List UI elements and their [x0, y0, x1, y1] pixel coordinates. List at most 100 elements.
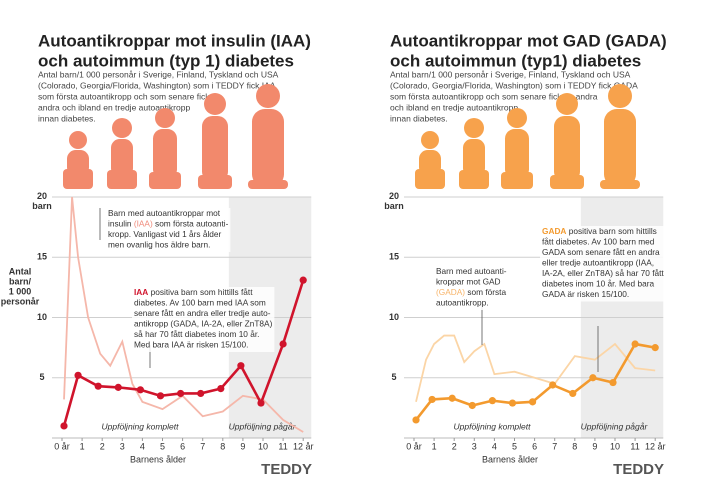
- x-axis-label: Barnens ålder: [130, 454, 186, 464]
- annotation-text: (GADA) som första: [436, 287, 506, 297]
- x-tick-label: 8: [220, 441, 225, 451]
- annotation-segment: som första autoanti-: [153, 219, 229, 229]
- child-figure: [415, 131, 445, 189]
- annotation-segment: Med bara IAA är risken 15/100.: [134, 340, 248, 350]
- data-point: [488, 397, 496, 405]
- data-line: [63, 196, 304, 433]
- child-figure: [550, 93, 584, 189]
- x-tick-label: 6: [180, 441, 185, 451]
- child-figure: [248, 84, 288, 189]
- annotation-text: kroppar mot GAD: [436, 277, 501, 287]
- data-line: [415, 334, 656, 403]
- y-tick-label: 5: [391, 372, 396, 382]
- x-axis-label: Barnens ålder: [482, 454, 538, 464]
- annotation-segment: diabetes inom 10 år. Med bara: [542, 279, 654, 289]
- child-figure: [107, 118, 137, 189]
- annotation-text: IAA positiva barn som hittills fått: [134, 287, 253, 297]
- annotation-segment: Barn med autoanti-: [436, 266, 507, 276]
- annotation-bg: [132, 287, 275, 352]
- annotation-segment: antikropp (GADA, IA-2A, eller ZnT8A): [134, 319, 273, 329]
- y-tick-label: 10: [37, 312, 47, 322]
- annotation-text: så har 70 fått diabetes inom 10 år.: [134, 329, 259, 339]
- data-point: [448, 394, 456, 402]
- annotation-bg: [106, 208, 231, 252]
- annotation-text: insulin (IAA) som första autoanti-: [108, 219, 229, 229]
- figure-head: [155, 108, 175, 128]
- annotation-segment: IAA: [134, 287, 148, 297]
- data-point: [176, 389, 185, 398]
- annotation-segment: fått diabetes. Av 100 barn med: [542, 237, 655, 247]
- data-point: [197, 389, 205, 398]
- figure-body: [554, 116, 580, 182]
- annotation-text: autoantikropp.: [436, 298, 489, 308]
- x-tick-label: 4: [140, 441, 145, 451]
- figure-head: [556, 93, 578, 115]
- data-point: [631, 340, 639, 348]
- figure-head: [608, 84, 632, 108]
- annotation-segment: insulin: [108, 219, 134, 229]
- annotation-segment: positiva barn som hittills fått: [148, 287, 253, 297]
- y-tick-label: 5: [39, 372, 44, 382]
- child-figure: [63, 131, 93, 189]
- x-tick-label: 3: [472, 441, 477, 451]
- figure-body: [505, 129, 529, 179]
- annotation-text: eller tredje autoantikropp (IAA,: [542, 258, 654, 268]
- figure-body: [463, 139, 485, 177]
- figure-head: [112, 118, 132, 138]
- annotation-segment: kroppar mot GAD: [436, 277, 501, 287]
- x-tick-label: 8: [572, 441, 577, 451]
- annotation-segment: autoantikropp.: [436, 298, 489, 308]
- chart-title: och autoimmun (typ1) diabetes: [390, 51, 641, 70]
- y-tick-label: 10: [389, 312, 399, 322]
- logo: TEDDY: [613, 461, 664, 478]
- annotation-text: fått diabetes. Av 100 barn med: [542, 237, 655, 247]
- chart-subtitle: och ibland en tredje autoantikropp: [390, 102, 518, 112]
- annotation-text: Barn med autoanti-: [436, 266, 507, 276]
- data-point: [651, 344, 659, 352]
- figure-leg: [501, 172, 533, 189]
- annotation-segment: Barn med autoantikroppar mot: [108, 208, 221, 218]
- annotation-segment: GADA är risken 15/100.: [542, 289, 629, 299]
- data-point: [156, 392, 165, 400]
- figure-body: [202, 116, 228, 182]
- x-tick-label: 10: [610, 441, 620, 451]
- figure-head: [256, 84, 280, 108]
- data-point: [569, 389, 577, 398]
- figure-leg: [63, 169, 93, 189]
- y-tick-label: 15: [389, 252, 399, 262]
- annotation-segment: positiva barn som hittills: [566, 226, 656, 236]
- chart-subtitle: som första autoantikropp och som senare …: [38, 91, 222, 101]
- data-point: [237, 362, 245, 370]
- x-tick-label: 9: [240, 441, 245, 451]
- y-tick-label: 20 barn: [384, 191, 404, 211]
- figure-leg: [459, 170, 489, 189]
- annotation-text: IA-2A, eller ZnT8A) så har 70 fått: [542, 268, 664, 278]
- annotation-segment: som första: [465, 287, 506, 297]
- x-tick-label: 2: [452, 441, 457, 451]
- region-label: Uppföljning komplett: [101, 421, 179, 431]
- annotation-text: GADA som senare fått en andra: [542, 247, 660, 257]
- chart-subtitle: innan diabetes.: [390, 113, 448, 123]
- chart-subtitle: (Colorado, Georgia/Florida, Washington) …: [38, 80, 276, 90]
- figure-body: [252, 109, 284, 187]
- x-tick-label: 7: [200, 441, 205, 451]
- logo: TEDDY: [261, 461, 312, 478]
- annotation-segment: IA-2A, eller ZnT8A) så har 70 fått: [542, 268, 664, 278]
- x-tick-label: 4: [492, 441, 497, 451]
- annotation-text: GADA är risken 15/100.: [542, 289, 629, 299]
- x-tick-label: 0 år: [406, 441, 422, 451]
- annotation-segment: kropp. Vanligast vid 1 års ålder: [108, 229, 222, 239]
- y-tick-label: 15: [37, 252, 47, 262]
- y-tick-label: 20 barn: [32, 191, 52, 211]
- data-point: [74, 371, 82, 379]
- annotation-bg: [540, 226, 666, 302]
- x-tick-label: 12 år: [645, 441, 666, 451]
- data-point: [136, 386, 144, 394]
- chart-subtitle: som första autoantikropp och som senare …: [390, 91, 598, 101]
- data-point: [508, 399, 517, 407]
- figure-leg: [107, 170, 137, 189]
- chart-subtitle: innan diabetes.: [38, 113, 96, 123]
- data-point: [589, 374, 597, 382]
- data-point: [468, 401, 476, 410]
- annotation-text: antikropp (GADA, IA-2A, eller ZnT8A): [134, 319, 273, 329]
